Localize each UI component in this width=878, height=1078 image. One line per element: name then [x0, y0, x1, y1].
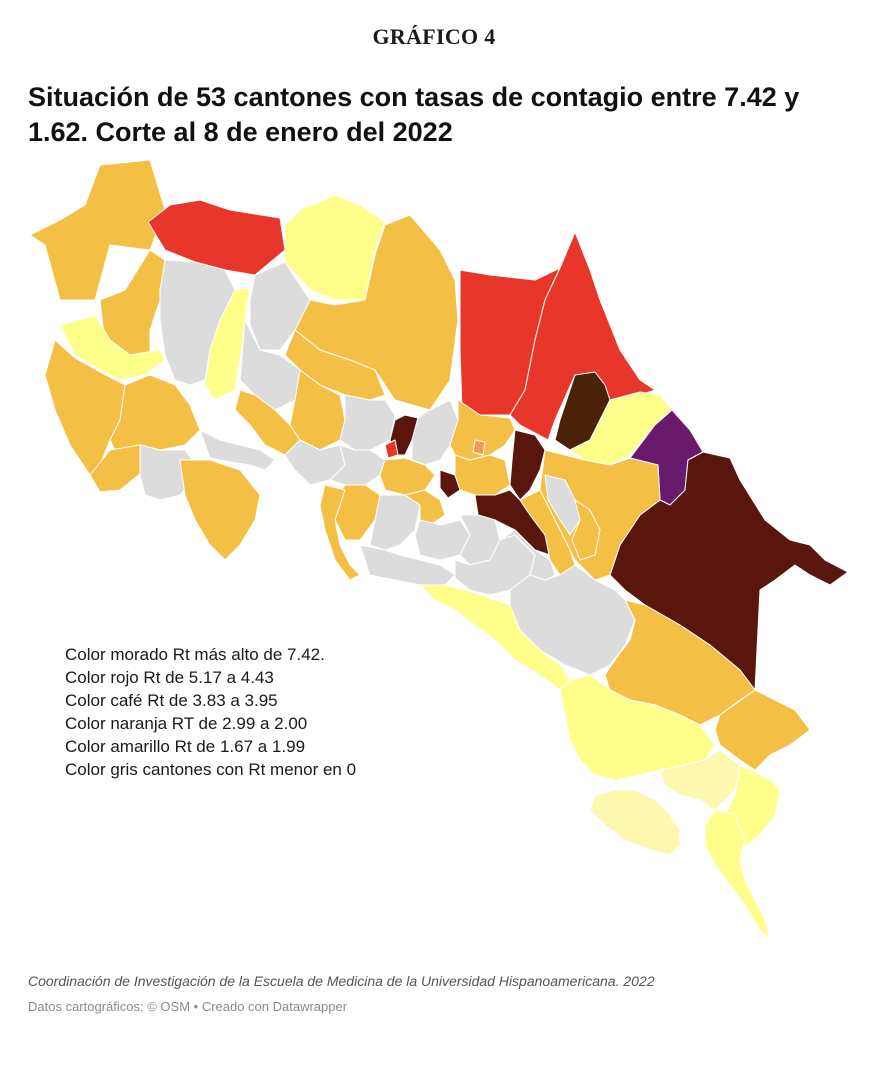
chart-title-line-1: Situación de 53 cantones con tasas de co…: [28, 82, 800, 112]
legend-item-gray: Color gris cantones con Rt menor en 0: [65, 760, 357, 779]
canton-santa-cruz[interactable]: [44, 339, 126, 476]
legend-item-orange: Color naranja RT de 2.99 a 2.00: [65, 714, 308, 733]
canton-paraiso[interactable]: [544, 474, 581, 536]
map-credit: Datos cartográficos: © OSM • Creado con …: [28, 999, 347, 1014]
canton-bagaces[interactable]: [59, 314, 166, 381]
canton-heredia-small[interactable]: [472, 439, 486, 456]
canton-coto-brus[interactable]: [714, 689, 811, 771]
legend-item-purple: Color morado Rt más alto de 7.42.: [65, 645, 325, 664]
map-legend: Color morado Rt más alto de 7.42. Color …: [65, 643, 465, 781]
source-note: Coordinación de Investigación de la Escu…: [28, 973, 655, 989]
canton-osa-peninsula[interactable]: [589, 789, 681, 856]
canton-abangares[interactable]: [249, 261, 311, 351]
credit-separator: •: [190, 999, 202, 1014]
canton-grecia[interactable]: [339, 394, 396, 451]
costa-rica-map: [29, 159, 849, 941]
credit-osm-link[interactable]: © OSM: [147, 999, 191, 1014]
choropleth-map: [0, 150, 878, 960]
legend-item-yellow: Color amarillo Rt de 1.67 a 1.99: [65, 737, 306, 756]
canton-los-chiles[interactable]: [284, 194, 386, 301]
chart-title-line-2: 1.62. Corte al 8 de enero del 2022: [28, 117, 453, 147]
chart-kicker: GRÁFICO 4: [372, 24, 496, 49]
credit-datawrapper-link[interactable]: Creado con Datawrapper: [201, 999, 348, 1014]
canton-vazquez-de-coronado[interactable]: [509, 429, 546, 501]
canton-canas[interactable]: [159, 259, 236, 386]
canton-garabito[interactable]: [319, 484, 361, 581]
canton-mora[interactable]: [404, 489, 446, 526]
chart-title: Situación de 53 cantones con tasas de co…: [28, 80, 858, 150]
canton-san-ramon[interactable]: [289, 369, 346, 451]
canton-siquirres[interactable]: [569, 391, 673, 466]
canton-golfito[interactable]: [659, 749, 741, 811]
canton-poas[interactable]: [439, 469, 461, 499]
canton-la-cruz[interactable]: [29, 159, 166, 301]
canton-tilaran[interactable]: [204, 287, 251, 401]
canton-atenas[interactable]: [329, 444, 386, 486]
canton-valverde-vega[interactable]: [384, 439, 399, 459]
canton-zona-peninsula-golfo[interactable]: [199, 429, 276, 471]
credit-prefix: Datos cartográficos:: [28, 999, 148, 1014]
canton-nicoya[interactable]: [109, 374, 201, 451]
canton-puntarenas-peninsula[interactable]: [179, 459, 261, 561]
canton-naranjo[interactable]: [411, 399, 459, 466]
canton-golfito-south[interactable]: [704, 809, 771, 941]
canton-jimenez[interactable]: [571, 499, 601, 561]
legend-item-brown: Color café Rt de 3.83 a 3.95: [65, 691, 278, 710]
canton-san-jose-central[interactable]: [454, 454, 511, 496]
legend-item-red: Color rojo Rt de 5.17 a 4.43: [65, 668, 274, 687]
